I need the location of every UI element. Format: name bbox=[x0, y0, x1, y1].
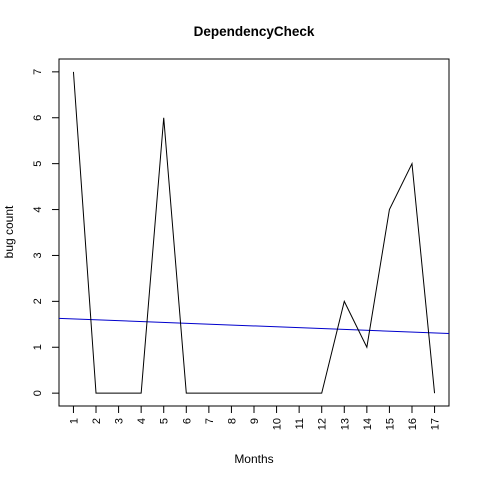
y-tick-label: 2 bbox=[32, 298, 44, 304]
x-tick-label: 9 bbox=[249, 418, 261, 424]
x-tick-label: 14 bbox=[362, 418, 374, 430]
x-tick-label: 4 bbox=[136, 418, 148, 424]
x-tick-label: 12 bbox=[317, 418, 329, 430]
y-tick-label: 1 bbox=[32, 344, 44, 350]
x-tick-label: 16 bbox=[407, 418, 419, 430]
x-tick-label: 1 bbox=[68, 418, 80, 424]
y-tick-label: 6 bbox=[32, 115, 44, 121]
series-line bbox=[72, 71, 436, 394]
plot-frame bbox=[58, 58, 450, 407]
y-tick-label: 5 bbox=[32, 161, 44, 167]
series-layer bbox=[72, 71, 436, 394]
y-axis: 0 1 2 3 4 5 6 7 bbox=[32, 69, 59, 396]
y-tick-label: 4 bbox=[32, 206, 44, 212]
x-tick-label: 13 bbox=[339, 418, 351, 430]
y-axis-label: bug count bbox=[2, 205, 16, 258]
trend-line bbox=[58, 317, 450, 334]
y-tick-label: 0 bbox=[32, 390, 44, 396]
x-axis: 1 2 3 4 5 6 7 8 9 10 11 12 13 14 15 16 17 bbox=[68, 406, 442, 430]
x-tick-label: 5 bbox=[159, 418, 171, 424]
x-tick-label: 6 bbox=[181, 418, 193, 424]
x-tick-label: 17 bbox=[430, 418, 442, 430]
chart-title: DependencyCheck bbox=[194, 24, 315, 39]
x-axis-label: Months bbox=[234, 452, 273, 466]
y-tick-label: 3 bbox=[32, 252, 44, 258]
x-tick-label: 3 bbox=[114, 418, 126, 424]
x-tick-label: 15 bbox=[384, 418, 396, 430]
x-tick-label: 11 bbox=[294, 418, 306, 429]
y-tick-label: 7 bbox=[32, 69, 44, 75]
x-tick-label: 8 bbox=[226, 418, 238, 424]
trend-line-layer bbox=[58, 317, 450, 334]
x-tick-label: 10 bbox=[272, 418, 284, 430]
x-tick-label: 2 bbox=[91, 418, 103, 424]
x-tick-label: 7 bbox=[204, 418, 216, 424]
